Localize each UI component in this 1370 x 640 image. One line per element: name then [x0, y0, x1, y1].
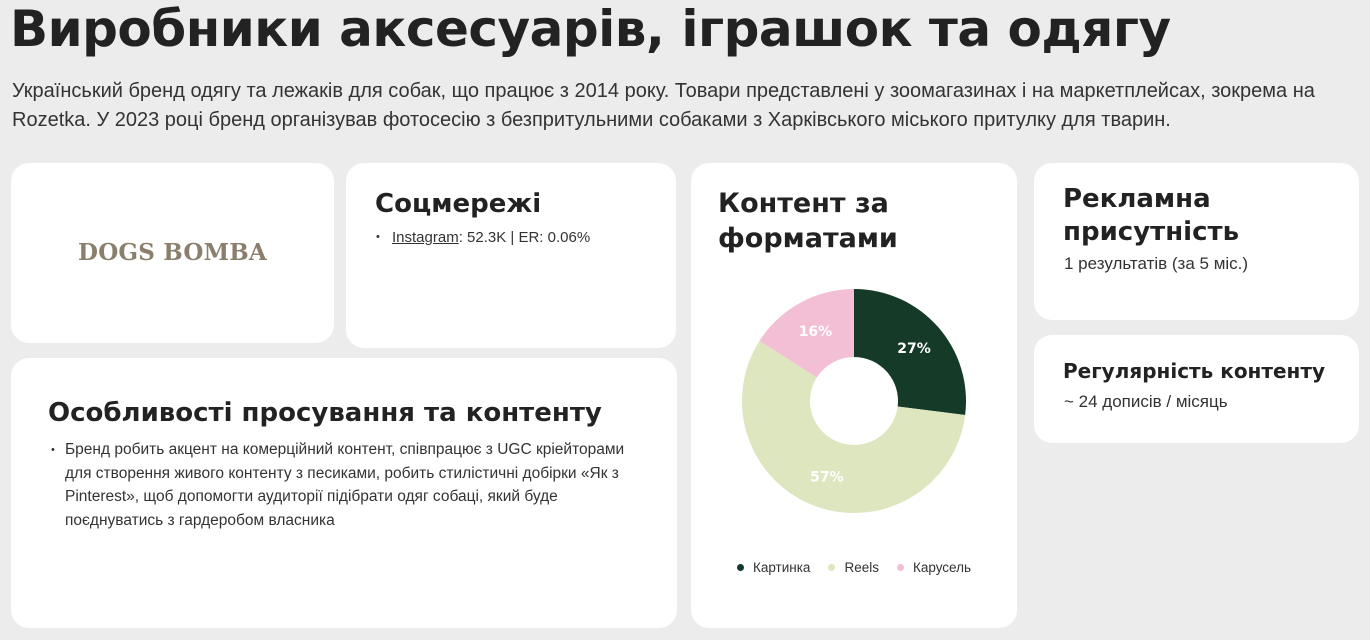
social-item-instagram: • Instagram: 52.3K | ER: 0.06% [376, 229, 590, 246]
chart-title: Контент за форматами [718, 188, 898, 254]
page-title: Виробники аксесуарів, іграшок та одягу [10, 0, 1171, 58]
chart-legend: Картинка Reels Карусель [691, 560, 1017, 575]
legend-dot-icon [896, 564, 904, 571]
promotion-list-item: • Бренд робить акцент на комерційний кон… [51, 438, 625, 532]
brand-logo-card: DOGS BOMBA [11, 163, 334, 343]
regularity-value: ~ 24 дописів / місяць [1064, 392, 1228, 411]
legend-item-2: Карусель [896, 560, 972, 575]
social-heading: Соцмережі [375, 189, 542, 219]
donut-slice-2 [759, 289, 854, 378]
content-formats-card: Контент за форматами 27% 57% 16% Картинка R… [691, 163, 1017, 628]
legend-item-1: Reels [828, 560, 879, 575]
promotion-text: Бренд робить акцент на комерційний конте… [65, 441, 625, 529]
instagram-link[interactable]: Instagram [392, 229, 459, 246]
slice-label-1: 57% [810, 469, 844, 485]
donut-chart: 27% 57% 16% [742, 289, 966, 513]
legend-item-0: Картинка [736, 560, 811, 575]
slice-label-2: 16% [799, 324, 833, 340]
advertising-heading: Рекламна присутність [1063, 184, 1240, 247]
legend-label: Картинка [752, 560, 811, 575]
social-media-card: Соцмережі • Instagram: 52.3K | ER: 0.06% [346, 163, 676, 348]
legend-label: Карусель [912, 560, 972, 575]
bullet-icon: • [376, 231, 380, 243]
bullet-icon: • [51, 444, 55, 456]
instagram-stats: : 52.3K | ER: 0.06% [458, 229, 591, 246]
content-regularity-card: Регулярність контенту ~ 24 дописів / міс… [1034, 335, 1359, 443]
donut-slice-0 [854, 289, 966, 416]
promotion-heading: Особливості просування та контенту [48, 398, 602, 428]
brand-logo: DOGS BOMBA [78, 239, 267, 266]
donut-slice-1 [742, 340, 966, 513]
slice-label-0: 27% [897, 341, 931, 357]
advertising-results: 1 результатів (за 5 міс.) [1064, 254, 1249, 273]
promotion-features-card: Особливості просування та контенту • Бре… [11, 358, 677, 628]
page-description: Український бренд одягу та лежаків для с… [12, 80, 1315, 131]
legend-dot-icon [828, 564, 836, 571]
regularity-heading: Регулярність контенту [1063, 359, 1325, 383]
advertising-card: Рекламна присутність 1 результатів (за 5… [1034, 163, 1359, 320]
legend-dot-icon [736, 564, 744, 571]
legend-label: Reels [844, 560, 879, 575]
